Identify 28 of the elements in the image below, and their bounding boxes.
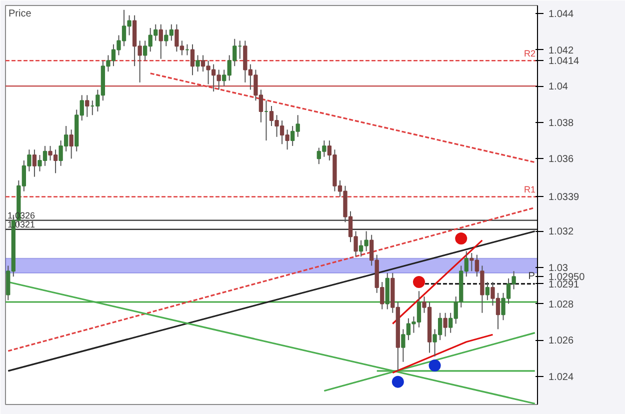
y-tick-label: 1.04 <box>548 82 568 93</box>
candlestick <box>485 282 490 301</box>
ref-line-label: R1 <box>524 184 536 195</box>
candlestick <box>85 94 90 118</box>
candlestick <box>69 129 74 160</box>
y-tick-label: 1.028 <box>548 299 574 310</box>
point <box>428 360 441 372</box>
candlestick <box>443 312 448 337</box>
y-tick-label: 1.03 <box>548 263 568 274</box>
y-tick-label: 1.032 <box>548 226 574 238</box>
series-label: P <box>528 270 536 282</box>
y-tick-label: 1.0339 <box>548 192 580 204</box>
y-tick-label: 1.0414 <box>548 56 580 68</box>
candlestick <box>190 44 195 76</box>
point <box>412 276 425 288</box>
candlestick <box>32 149 37 178</box>
y-tick-label: 1.042 <box>548 45 574 56</box>
ref-line-label: R2 <box>524 48 536 59</box>
point <box>392 376 404 388</box>
y-tick-label: 1.026 <box>548 336 574 347</box>
candlestick <box>158 24 163 60</box>
y-tick-label: 1.038 <box>548 118 574 129</box>
y-axis-title: Price <box>8 8 32 20</box>
y-tick-label: 1.044 <box>548 8 574 20</box>
point <box>455 232 468 244</box>
y-tick-label: 1.024 <box>548 372 574 383</box>
y-tick-label: 1.036 <box>548 154 574 166</box>
candlestick <box>196 54 200 72</box>
